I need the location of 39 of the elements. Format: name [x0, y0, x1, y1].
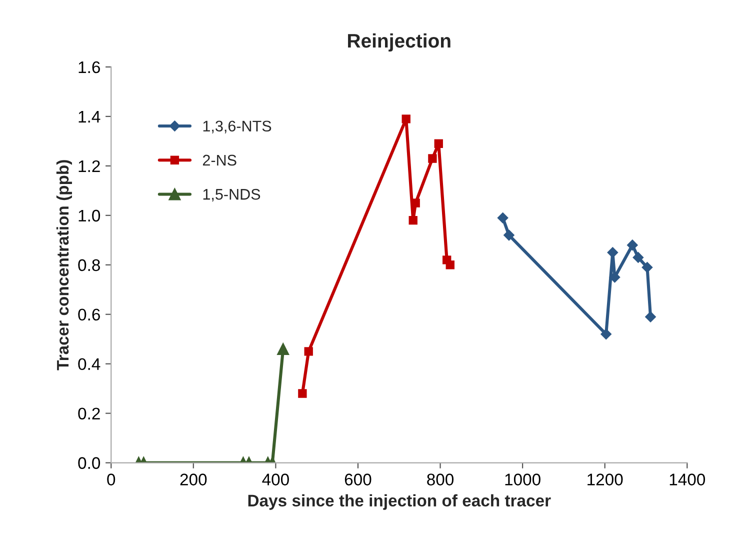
legend-label: 1,3,6-NTS: [203, 120, 272, 134]
point: [607, 247, 618, 258]
y-axis-title: Tracer concentration (ppb): [56, 160, 72, 370]
x-tick-label: 600: [344, 474, 372, 486]
x-tick-label: 1400: [670, 474, 706, 486]
y-tick-label: 0.2: [78, 408, 100, 420]
x-tick-label: 200: [180, 474, 207, 486]
x-tick-label: 0: [107, 474, 116, 486]
x-axis-title: Days since the injection of each tracer: [248, 494, 551, 510]
y-tick-label: 1.2: [78, 160, 100, 172]
point: [642, 262, 653, 273]
point: [434, 139, 443, 148]
chart-title: Reinjection: [348, 33, 450, 52]
point: [504, 230, 514, 241]
legend-label: 1,5-NDS: [203, 188, 260, 202]
point: [402, 114, 410, 124]
point: [428, 154, 437, 163]
point: [277, 342, 290, 356]
point: [645, 311, 656, 322]
point: [408, 216, 418, 225]
x-tick-label: 400: [262, 474, 289, 486]
point: [600, 328, 612, 340]
point: [446, 260, 454, 270]
point: [497, 212, 508, 224]
y-tick-label: 1.0: [78, 210, 100, 222]
y-tick-label: 0.8: [78, 259, 100, 272]
point: [609, 272, 620, 283]
point: [304, 347, 313, 356]
y-tick-label: 0.0: [78, 457, 100, 469]
y-tick-label: 1.4: [78, 111, 100, 122]
y-tick-label: 1.6: [78, 61, 100, 74]
y-tick-label: 0.4: [78, 358, 100, 370]
point: [632, 252, 644, 263]
point: [626, 240, 638, 251]
x-tick-label: 1000: [505, 474, 540, 486]
y-tick-label: 0.6: [78, 308, 100, 321]
x-tick-label: 800: [427, 474, 454, 486]
x-tick-label: 1200: [588, 474, 623, 486]
legend-label: 2-NS: [202, 154, 236, 166]
